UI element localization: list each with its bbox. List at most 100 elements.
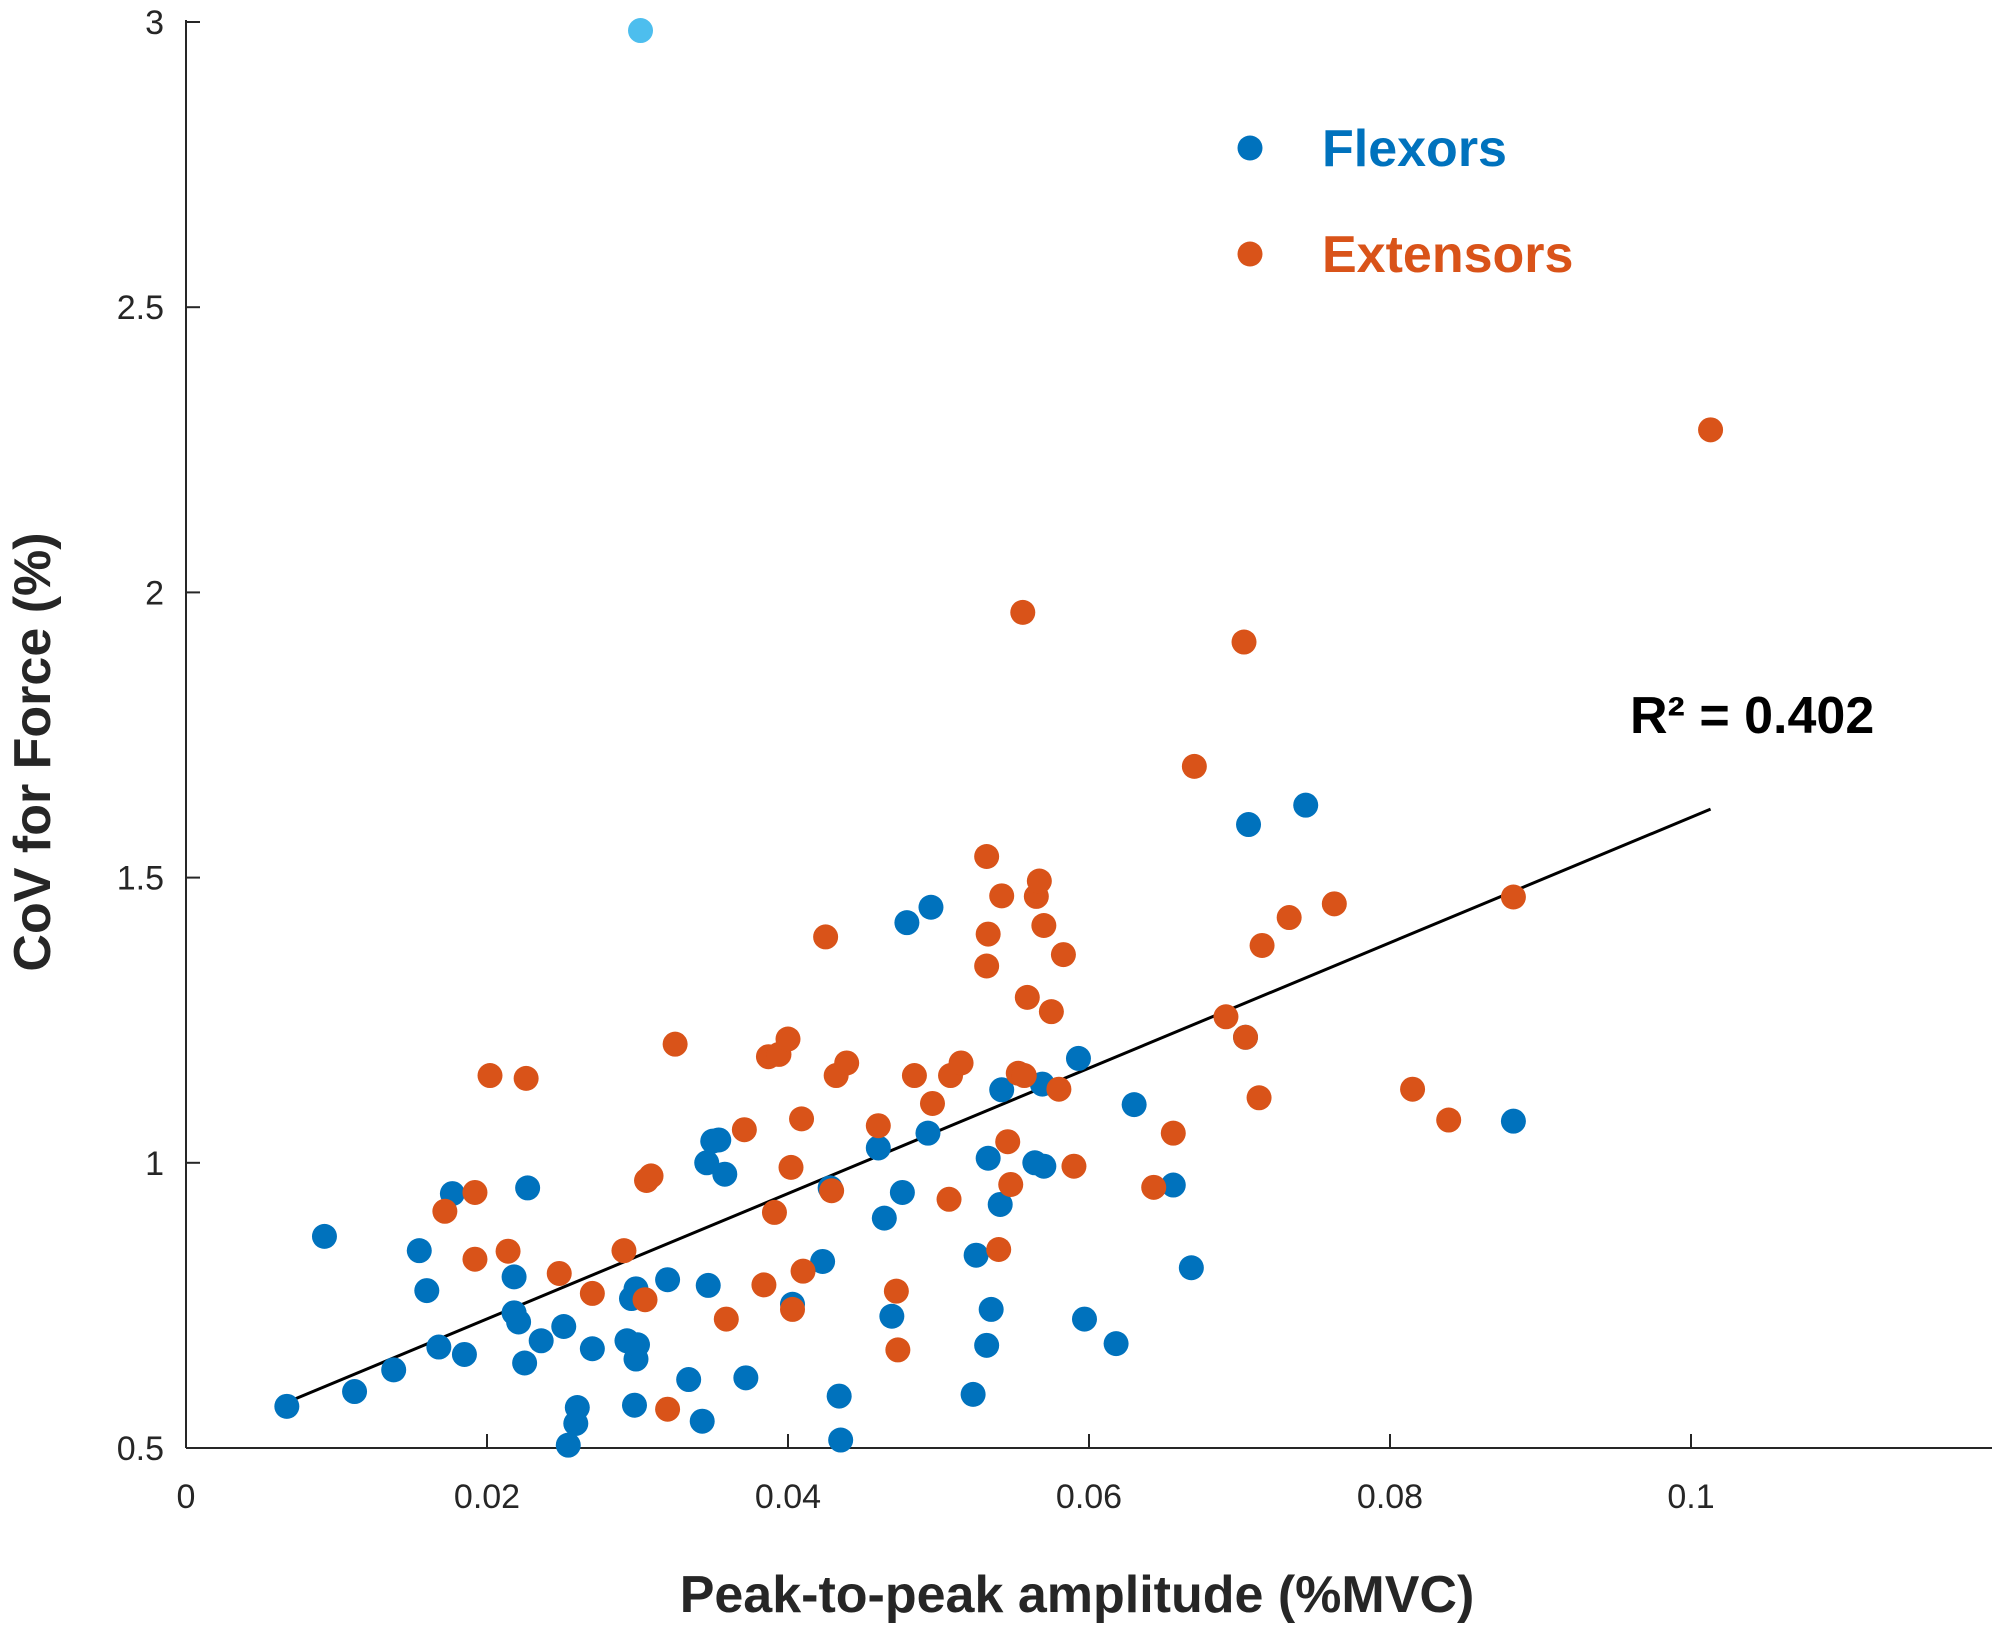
extensors-point — [790, 1258, 816, 1284]
extensors-point — [919, 1090, 945, 1116]
flexors-point — [975, 1145, 1001, 1171]
extensors-point — [778, 1154, 804, 1180]
flexors-point — [451, 1341, 477, 1367]
extensors-point — [1141, 1174, 1167, 1200]
extensors-point — [883, 1278, 909, 1304]
flexors-point — [1160, 1172, 1186, 1198]
flexors-point — [1178, 1255, 1204, 1281]
extensors-point — [819, 1178, 845, 1204]
extensors-point — [885, 1337, 911, 1363]
flexors-point — [879, 1303, 905, 1329]
extensors-point — [789, 1106, 815, 1132]
extensors-point — [495, 1238, 521, 1264]
extensors-point — [948, 1050, 974, 1076]
flexors-point — [871, 1205, 897, 1231]
x-tick-label: 0.08 — [1357, 1478, 1423, 1516]
extensors-point — [1249, 932, 1275, 958]
flexors-point — [426, 1334, 452, 1360]
flexors-point — [414, 1278, 440, 1304]
legend-label-extensors: Extensors — [1322, 226, 1573, 284]
y-axis-title: CoV for Force (%) — [4, 532, 62, 971]
extensors-point — [655, 1396, 681, 1422]
flexors-point — [974, 1332, 1000, 1358]
extensors-point — [936, 1186, 962, 1212]
extensors-point — [989, 883, 1015, 909]
extensors-point — [834, 1050, 860, 1076]
extensors-point — [780, 1296, 806, 1322]
x-tick-label: 0.1 — [1667, 1478, 1714, 1516]
extensors-point — [1160, 1120, 1186, 1146]
flexors-point — [1031, 1153, 1057, 1179]
flexors-point — [342, 1379, 368, 1405]
flexors-point — [655, 1267, 681, 1293]
extensors-point — [1046, 1076, 1072, 1102]
flexors-point — [406, 1238, 432, 1264]
extensors-point — [1698, 417, 1724, 443]
y-tick-label: 1 — [145, 1145, 164, 1183]
extensors-point — [1233, 1024, 1259, 1050]
extensors-point — [1246, 1085, 1272, 1111]
flexors-point — [918, 894, 944, 920]
extensors-point — [713, 1306, 739, 1332]
flexors-point — [676, 1367, 702, 1393]
extensors-point — [975, 921, 1001, 947]
extensors-point — [1436, 1107, 1462, 1133]
extensors-point — [1400, 1076, 1426, 1102]
flexors-point — [579, 1336, 605, 1362]
flexors-point — [1103, 1331, 1129, 1357]
flexors-point — [733, 1365, 759, 1391]
extensors-point — [974, 953, 1000, 979]
flexors-point — [515, 1175, 541, 1201]
flexors-point — [810, 1248, 836, 1274]
flexors-point — [1065, 1045, 1091, 1071]
flexors-point — [915, 1120, 941, 1146]
flexors-point — [695, 1272, 721, 1298]
extensors-point — [775, 1026, 801, 1052]
flexors-point — [1500, 1108, 1526, 1134]
extensors-point — [1276, 905, 1302, 931]
extensors-point — [462, 1246, 488, 1272]
extensors-point — [751, 1272, 777, 1298]
legend: Flexors Extensors — [1237, 120, 1573, 284]
flexors-point — [625, 1332, 650, 1358]
fit-line-group — [286, 807, 1712, 1404]
flexors-point — [889, 1179, 915, 1205]
y-tick-label: 0.5 — [117, 1430, 164, 1468]
y-tick-label: 2.5 — [117, 289, 164, 327]
extensors-point — [1321, 891, 1347, 917]
extensors-point — [1010, 599, 1036, 625]
x-tick-label: 0 — [177, 1478, 196, 1516]
extensors-point — [462, 1179, 488, 1205]
extensors-point — [1031, 913, 1057, 939]
flexors-point — [1071, 1306, 1097, 1332]
extensors-point — [638, 1163, 664, 1189]
flexors-point — [989, 1077, 1015, 1103]
extensors-point — [998, 1171, 1024, 1197]
legend-label-flexors: Flexors — [1322, 120, 1507, 178]
x-tick-label: 0.02 — [454, 1478, 520, 1516]
flexors-point — [960, 1381, 986, 1407]
extensors-point — [901, 1063, 927, 1089]
extensors-point — [731, 1117, 757, 1143]
extensors-point — [477, 1063, 503, 1089]
x-axis-title: Peak-to-peak amplitude (%MVC) — [680, 1566, 1475, 1624]
extensors-point — [986, 1237, 1012, 1263]
extensors-point — [761, 1199, 787, 1225]
flexors-point — [274, 1393, 300, 1419]
flexors-point — [501, 1264, 527, 1290]
r-squared-annotation: R² = 0.402 — [1630, 687, 1874, 745]
extensors-point — [1231, 629, 1257, 655]
regression-line — [286, 807, 1712, 1404]
extensors-point — [1011, 1063, 1037, 1089]
x-tick-label: 0.06 — [1056, 1478, 1122, 1516]
x-tick-label: 0.04 — [755, 1478, 821, 1516]
flexors-point — [987, 1191, 1013, 1217]
flexors-point — [894, 910, 920, 936]
flexors-point — [694, 1150, 720, 1176]
extensors-point — [995, 1129, 1021, 1155]
extensors-point — [1014, 984, 1040, 1010]
flexors-point — [1121, 1092, 1147, 1118]
flexors-point — [512, 1350, 538, 1376]
flexors-point — [551, 1314, 577, 1340]
